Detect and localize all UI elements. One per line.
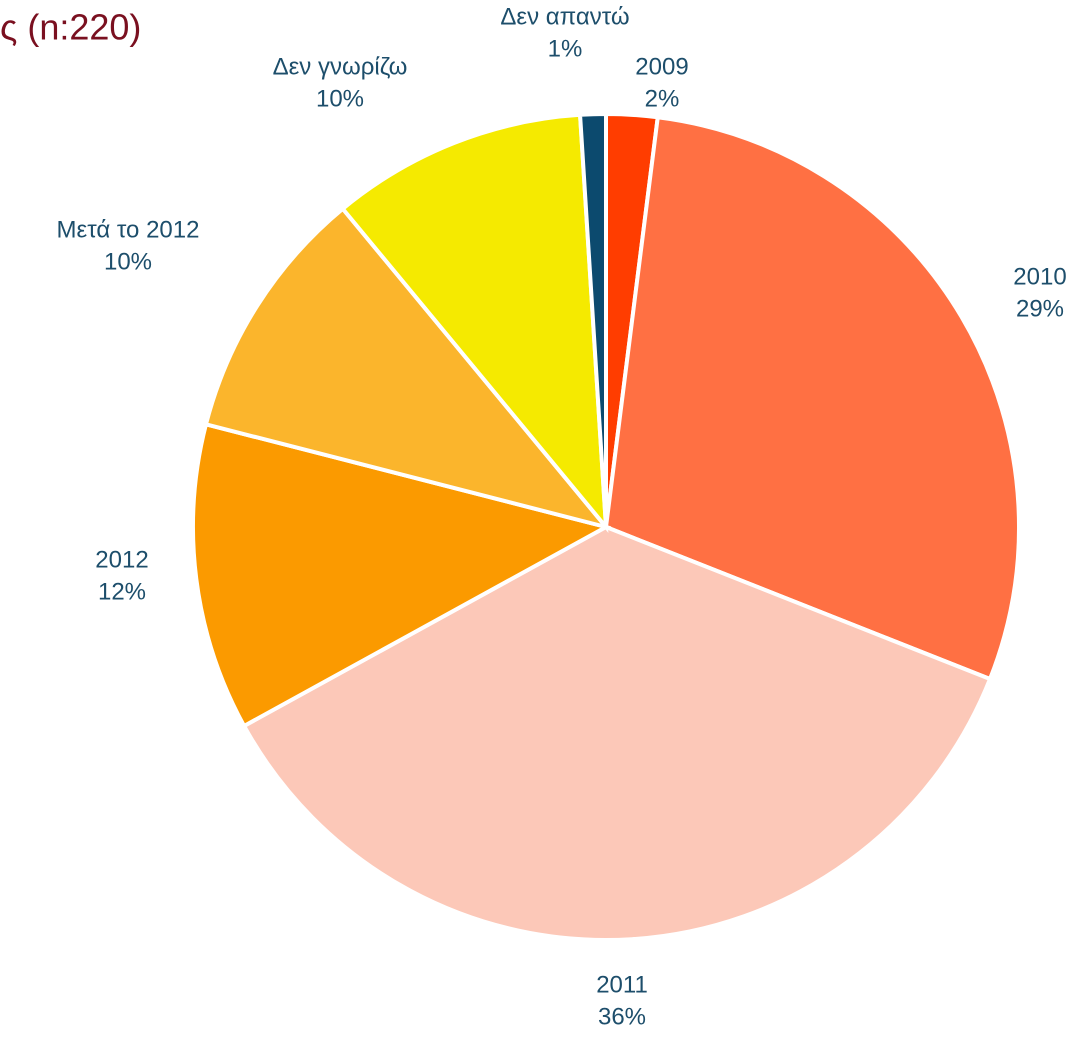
slice-label: 2012 [95, 546, 148, 573]
slice-label: Δεν γνωρίζω [273, 53, 408, 80]
slice-label: Μετά το 2012 [57, 216, 200, 243]
slice-label: 2011 [596, 971, 648, 998]
pie-slice [191, 421, 612, 729]
slice-value-label: 1% [548, 35, 583, 62]
pie-slice [241, 524, 993, 942]
slice-label: 2009 [635, 53, 688, 80]
slice-label: Δεν απαντώ [500, 3, 629, 30]
slice-value-label: 29% [1016, 295, 1064, 322]
slice-value-label: 12% [98, 578, 146, 605]
slice-value-label: 36% [598, 1003, 646, 1030]
pie-slice [603, 115, 1021, 682]
pie-slice [203, 205, 612, 531]
slice-value-label: 10% [104, 248, 152, 275]
slice-value-label: 2% [645, 85, 680, 112]
chart-title: ς (n:220) [0, 7, 141, 48]
slice-label: 2010 [1013, 263, 1066, 290]
slice-value-label: 10% [316, 85, 364, 112]
pie-slice [339, 112, 609, 534]
pie-slice [577, 111, 608, 528]
